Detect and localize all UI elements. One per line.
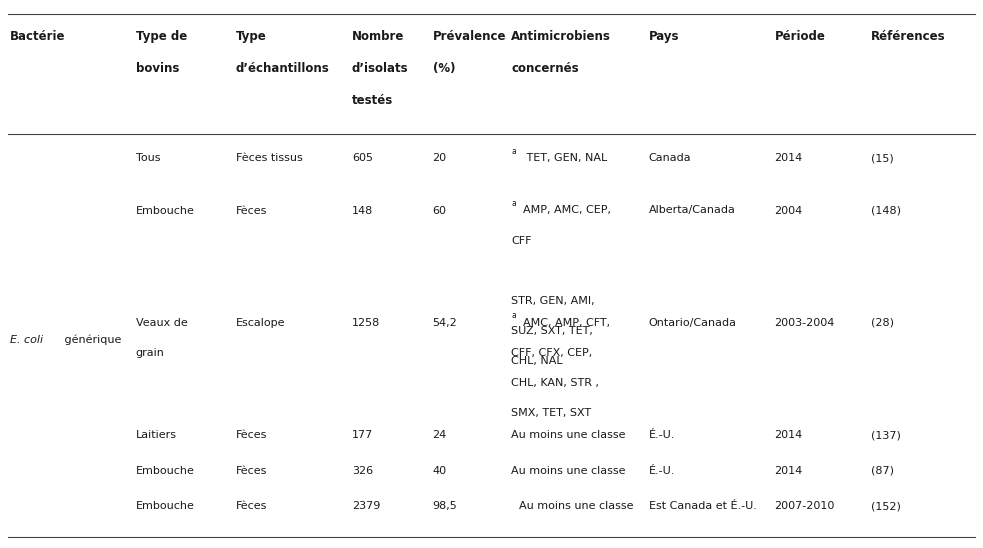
- Text: Au moins une classe: Au moins une classe: [511, 430, 625, 440]
- Text: Embouche: Embouche: [136, 466, 195, 476]
- Text: AMP, AMC, CEP,: AMP, AMC, CEP,: [523, 206, 611, 215]
- Text: É.-U.: É.-U.: [649, 466, 675, 476]
- Text: Tous: Tous: [136, 153, 160, 163]
- Text: d’échantillons: d’échantillons: [236, 62, 329, 75]
- Text: (15): (15): [871, 153, 894, 163]
- Text: 2003-2004: 2003-2004: [775, 318, 835, 328]
- Text: Type: Type: [236, 30, 266, 43]
- Text: 1258: 1258: [352, 318, 380, 328]
- Text: Embouche: Embouche: [136, 206, 195, 215]
- Text: 40: 40: [433, 466, 446, 476]
- Text: Au moins une classe: Au moins une classe: [511, 466, 625, 476]
- Text: Pays: Pays: [649, 30, 679, 43]
- Text: (87): (87): [871, 466, 894, 476]
- Text: TET, GEN, NAL: TET, GEN, NAL: [523, 153, 607, 163]
- Text: testés: testés: [352, 94, 393, 107]
- Text: Fèces: Fèces: [236, 466, 267, 476]
- Text: 177: 177: [352, 430, 374, 440]
- Text: Au moins une classe: Au moins une classe: [519, 501, 633, 511]
- Text: Fèces: Fèces: [236, 206, 267, 215]
- Text: (%): (%): [433, 62, 455, 75]
- Text: Fèces: Fèces: [236, 430, 267, 440]
- Text: Ontario/Canada: Ontario/Canada: [649, 318, 737, 328]
- Text: a: a: [511, 311, 516, 320]
- Text: SUZ, SXT, TET,: SUZ, SXT, TET,: [511, 326, 593, 336]
- Text: concernés: concernés: [511, 62, 579, 75]
- Text: 20: 20: [433, 153, 446, 163]
- Text: 605: 605: [352, 153, 373, 163]
- Text: Bactérie: Bactérie: [10, 30, 65, 43]
- Text: 2014: 2014: [775, 430, 803, 440]
- Text: 60: 60: [433, 206, 446, 215]
- Text: Veaux de: Veaux de: [136, 318, 188, 328]
- Text: Escalope: Escalope: [236, 318, 285, 328]
- Text: É.-U.: É.-U.: [649, 430, 675, 440]
- Text: CHL, KAN, STR ,: CHL, KAN, STR ,: [511, 378, 600, 388]
- Text: Prévalence: Prévalence: [433, 30, 506, 43]
- Text: Est Canada et É.-U.: Est Canada et É.-U.: [649, 501, 757, 511]
- Text: 24: 24: [433, 430, 446, 440]
- Text: (148): (148): [871, 206, 901, 215]
- Text: Références: Références: [871, 30, 946, 43]
- Text: CHL, NAL: CHL, NAL: [511, 356, 563, 366]
- Text: (137): (137): [871, 430, 900, 440]
- Text: 326: 326: [352, 466, 373, 476]
- Text: Embouche: Embouche: [136, 501, 195, 511]
- Text: Alberta/Canada: Alberta/Canada: [649, 206, 735, 215]
- Text: grain: grain: [136, 348, 164, 358]
- Text: a: a: [511, 199, 516, 208]
- Text: 148: 148: [352, 206, 374, 215]
- Text: STR, GEN, AMI,: STR, GEN, AMI,: [511, 296, 595, 306]
- Text: Période: Période: [775, 30, 826, 43]
- Text: CFF, CFX, CEP,: CFF, CFX, CEP,: [511, 348, 593, 358]
- Text: E. coli: E. coli: [10, 335, 43, 345]
- Text: bovins: bovins: [136, 62, 179, 75]
- Text: d’isolats: d’isolats: [352, 62, 409, 75]
- Text: 2014: 2014: [775, 466, 803, 476]
- Text: 54,2: 54,2: [433, 318, 457, 328]
- Text: (152): (152): [871, 501, 900, 511]
- Text: Laitiers: Laitiers: [136, 430, 177, 440]
- Text: SMX, TET, SXT: SMX, TET, SXT: [511, 408, 592, 418]
- Text: a: a: [511, 147, 516, 156]
- Text: 98,5: 98,5: [433, 501, 457, 511]
- Text: 2007-2010: 2007-2010: [775, 501, 835, 511]
- Text: Antimicrobiens: Antimicrobiens: [511, 30, 611, 43]
- Text: Nombre: Nombre: [352, 30, 404, 43]
- Text: Fèces: Fèces: [236, 501, 267, 511]
- Text: 2014: 2014: [775, 153, 803, 163]
- Text: Fèces tissus: Fèces tissus: [236, 153, 303, 163]
- Text: 2379: 2379: [352, 501, 380, 511]
- Text: Type de: Type de: [136, 30, 187, 43]
- Text: 2004: 2004: [775, 206, 803, 215]
- Text: générique: générique: [61, 334, 121, 345]
- Text: AMC, AMP, CFT,: AMC, AMP, CFT,: [523, 318, 610, 328]
- Text: (28): (28): [871, 318, 894, 328]
- Text: Canada: Canada: [649, 153, 691, 163]
- Text: CFF: CFF: [511, 236, 532, 246]
